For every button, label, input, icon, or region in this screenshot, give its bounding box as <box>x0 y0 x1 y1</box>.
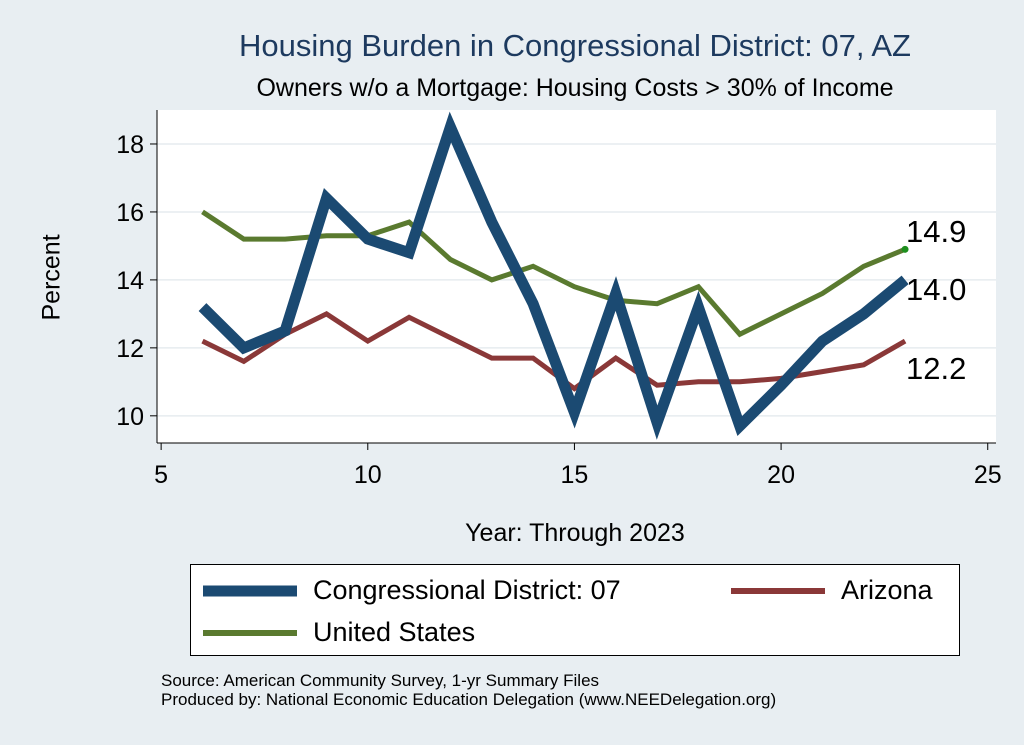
x-tick-label-20: 20 <box>767 461 795 489</box>
x-tick-label-15: 15 <box>561 461 589 489</box>
y-tick-label-10: 10 <box>116 403 144 431</box>
legend-label-united-states: United States <box>313 617 476 647</box>
produced-line: Produced by: National Economic Education… <box>161 690 777 709</box>
y-tick-label-18: 18 <box>116 131 144 159</box>
end-label-arizona: 12.2 <box>906 351 966 386</box>
chart-subtitle: Owners w/o a Mortgage: Housing Costs > 3… <box>256 74 894 102</box>
y-tick-label-12: 12 <box>116 335 144 363</box>
legend-swatch-arizona <box>731 587 825 594</box>
y-tick-label-16: 16 <box>116 199 144 227</box>
legend: Congressional District: 07 Arizona Unite… <box>190 564 960 656</box>
end-label-district: 14.0 <box>906 272 966 307</box>
x-tick-label-25: 25 <box>974 461 1002 489</box>
chart-title: Housing Burden in Congressional District… <box>239 28 911 63</box>
x-tick-label-5: 5 <box>154 461 168 489</box>
legend-swatch-united-states <box>203 629 297 636</box>
series-line-district <box>198 111 909 440</box>
x-axis-label: Year: Through 2023 <box>465 519 685 547</box>
legend-item-united-states: United States <box>203 617 475 648</box>
legend-swatch-district <box>203 585 297 596</box>
y-tick-label-14: 14 <box>116 267 144 295</box>
legend-item-district: Congressional District: 07 <box>203 575 621 606</box>
legend-label-arizona: Arizona <box>841 575 933 605</box>
end-label-united-states: 14.9 <box>906 214 966 249</box>
source-line: Source: American Community Survey, 1-yr … <box>161 671 600 690</box>
y-axis-label: Percent <box>37 234 66 321</box>
legend-label-district: Congressional District: 07 <box>313 575 621 605</box>
series-end-marker-united-states <box>901 245 909 253</box>
legend-item-arizona: Arizona <box>731 575 933 606</box>
x-tick-label-10: 10 <box>354 461 382 489</box>
source-note: Source: American Community Survey, 1-yr … <box>161 671 776 709</box>
